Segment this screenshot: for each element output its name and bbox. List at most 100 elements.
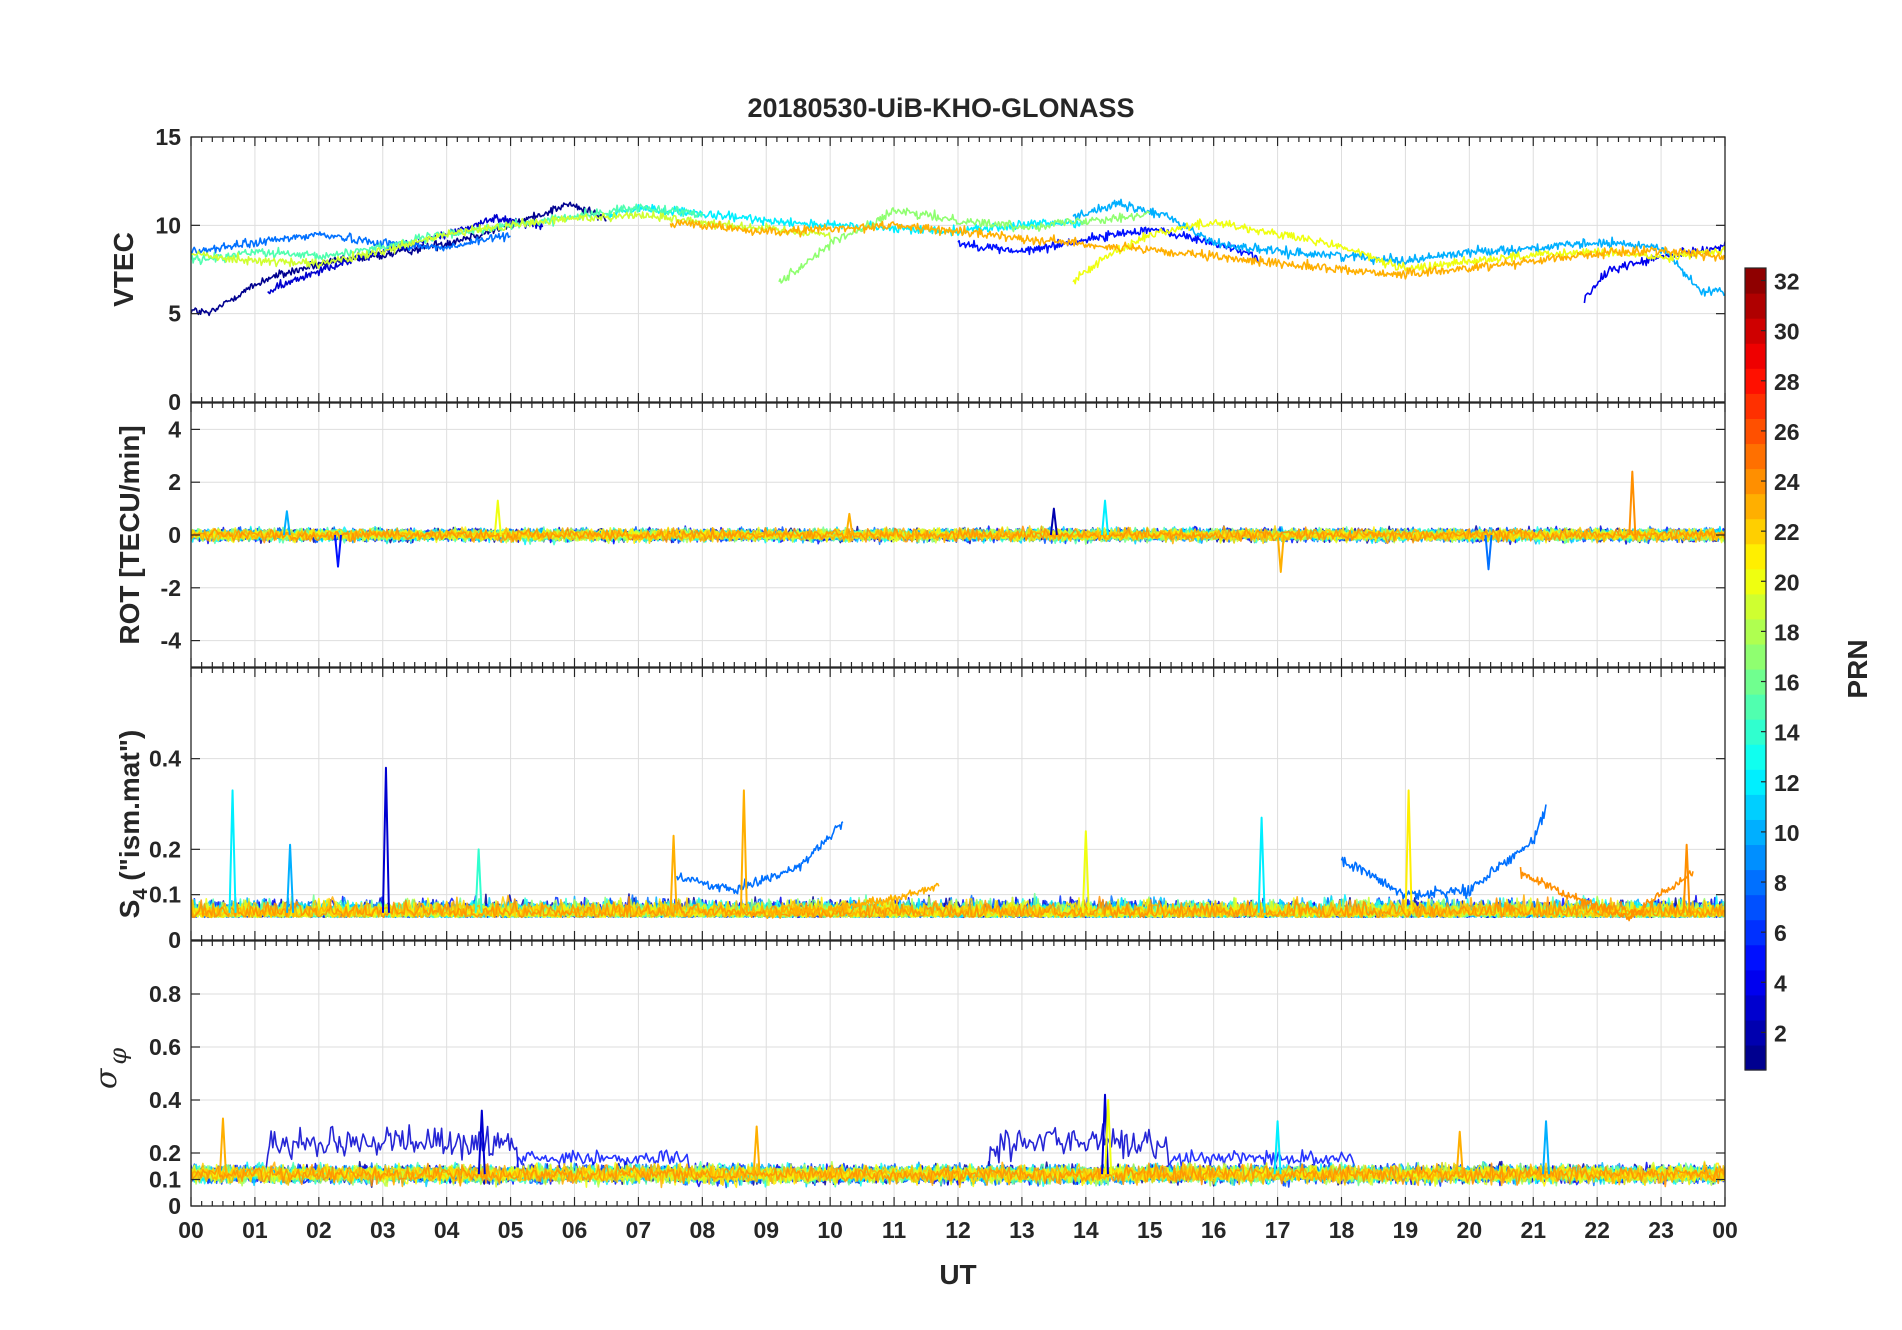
y-tick-label: 0.6	[149, 1034, 181, 1060]
colorbar-band	[1745, 869, 1766, 896]
s4-arc-prn-8	[1340, 804, 1547, 901]
colorbar-band	[1745, 518, 1766, 545]
colorbar-border	[1744, 267, 1767, 1071]
colorbar-band	[1745, 944, 1766, 971]
s4-spike	[228, 789, 237, 913]
y-tick-label: 0	[168, 927, 181, 953]
colorbar-band	[1745, 493, 1766, 520]
y-tick-label: 0.4	[149, 1087, 181, 1113]
colorbar-tick-label: 6	[1774, 920, 1787, 946]
colorbar-band	[1745, 969, 1766, 996]
colorbar-label: PRN	[1842, 639, 1873, 698]
colorbar-band	[1745, 618, 1766, 645]
x-tick-label: 02	[306, 1217, 332, 1243]
colorbar-band	[1745, 393, 1766, 419]
s4-spike	[381, 766, 390, 913]
rot-spike	[1276, 534, 1285, 573]
y-tick-label: 4	[168, 416, 181, 442]
colorbar-band	[1745, 744, 1766, 770]
y-axis-label-s4: S4 ("ism.mat")	[114, 730, 152, 919]
rot-spike	[282, 510, 291, 536]
sigma_phi-spike	[218, 1117, 227, 1175]
x-tick-label: 01	[242, 1217, 268, 1243]
rot-spike	[1101, 499, 1110, 536]
colorbar-band	[1745, 543, 1766, 570]
colorbar-tick-label: 26	[1774, 419, 1800, 445]
y-tick-label: 0.4	[149, 746, 181, 772]
colorbar-tick-label: 32	[1774, 269, 1800, 295]
colorbar-tick-label: 12	[1774, 770, 1800, 796]
y-tick-label: 0	[168, 389, 181, 415]
s4-spike	[1257, 816, 1266, 913]
colorbar-tick-label: 2	[1774, 1020, 1787, 1046]
x-tick-label: 00	[178, 1217, 204, 1243]
x-tick-label: 07	[626, 1217, 652, 1243]
x-tick-label: 06	[562, 1217, 588, 1243]
vtec-series-prn-20	[1072, 218, 1725, 285]
y-tick-label: 15	[155, 124, 181, 150]
colorbar-band	[1745, 694, 1766, 720]
x-tick-labels: 00 01 02 03 04 05 06 07 08 09 10 11 12 13 14 15 16 17 18 19…	[178, 1217, 1738, 1243]
s4-spike	[1682, 843, 1691, 913]
x-ticks-s4	[190, 668, 1726, 940]
y-tick-label: 0.8	[149, 981, 181, 1007]
panel-s4: 0 0.1 0.2 0.4S4 ("ism.mat")	[114, 667, 1726, 953]
rot-spike	[493, 499, 502, 536]
colorbar-band	[1745, 443, 1766, 470]
colorbar-tick-label: 20	[1774, 569, 1800, 595]
grid-s4	[191, 668, 1725, 940]
sigma_phi-spike	[1542, 1120, 1551, 1175]
colorbar-band	[1745, 418, 1766, 445]
y-tick-label: 10	[155, 212, 181, 238]
colorbar-band	[1745, 643, 1766, 670]
colorbar-band	[1745, 894, 1766, 921]
colorbar-band	[1745, 994, 1766, 1021]
colorbar-band	[1745, 268, 1766, 294]
chart-title: 20180530-UiB-KHO-GLONASS	[747, 93, 1134, 123]
s4-spike	[739, 789, 748, 913]
x-ticks-vtec	[190, 137, 1726, 402]
colorbar-tick-label: 22	[1774, 519, 1800, 545]
colorbar-tick-label: 14	[1774, 720, 1800, 746]
colorbar-tick-label: 8	[1774, 870, 1787, 896]
panel-vtec: 0 5 10 15 VTEC	[108, 124, 1726, 415]
series-rot	[191, 470, 1725, 573]
rot-spike	[1049, 507, 1058, 536]
colorbar-tick-label: 28	[1774, 369, 1800, 395]
y-tick-label: 5	[168, 301, 181, 327]
y-axis-label-sigma-phi: σφ	[89, 1048, 132, 1089]
x-tick-label: 17	[1265, 1217, 1291, 1243]
grid-sigma_phi	[191, 941, 1725, 1206]
colorbar-tick-label: 24	[1774, 469, 1800, 495]
x-tick-label: 23	[1648, 1217, 1674, 1243]
x-tick-label: 08	[690, 1217, 716, 1243]
x-ticks-rot	[190, 403, 1726, 667]
colorbar-band	[1745, 568, 1766, 595]
y-axis-label-vtec: VTEC	[108, 232, 139, 307]
x-tick-label: 21	[1520, 1217, 1546, 1243]
x-tick-label: 05	[498, 1217, 524, 1243]
colorbar-tick-label: 30	[1774, 319, 1800, 345]
y-tick-label: 0.2	[149, 836, 181, 862]
colorbar-tick-label: 18	[1774, 619, 1800, 645]
vtec-series-prn-23	[669, 219, 1725, 280]
y-tick-label: -4	[161, 628, 182, 654]
colorbar-band	[1745, 719, 1766, 745]
rot-series-prn-24	[191, 525, 1725, 545]
colorbar-tick-label: 4	[1774, 970, 1787, 996]
s4-spike	[286, 843, 295, 913]
colorbar-band	[1745, 1044, 1766, 1071]
x-tick-label: 16	[1201, 1217, 1227, 1243]
colorbar-band	[1745, 343, 1766, 369]
y-tick-label: 0.1	[149, 882, 181, 908]
x-tick-label: 20	[1457, 1217, 1483, 1243]
rot-spike	[1484, 534, 1493, 571]
sigma_phi-series-prn-24	[191, 1162, 1725, 1188]
s4-spike	[474, 848, 483, 913]
series-s4	[191, 766, 1725, 922]
vtec-series-prn-8	[191, 231, 511, 255]
x-tick-label: 10	[817, 1217, 843, 1243]
